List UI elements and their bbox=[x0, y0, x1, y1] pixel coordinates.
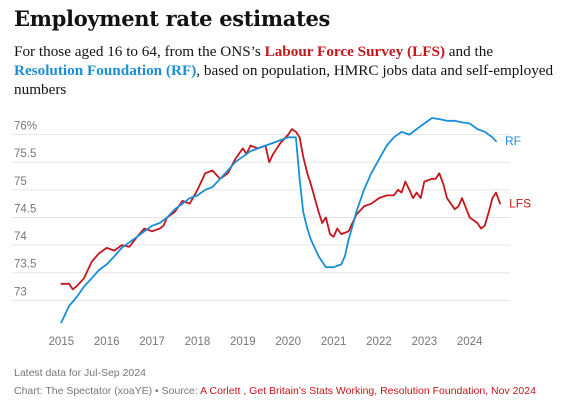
chart-subtitle: For those aged 16 to 64, from the ONS’s … bbox=[14, 42, 554, 99]
chart-credit: Chart: The Spectator (xoaYE) • Source: A… bbox=[14, 385, 536, 397]
x-tick-label: 2020 bbox=[275, 336, 301, 348]
y-tick-label: 76% bbox=[14, 121, 37, 133]
x-tick-label: 2016 bbox=[94, 336, 120, 348]
x-tick-label: 2023 bbox=[412, 336, 438, 348]
subtitle-text-end: , based on population, HMRC jobs data an… bbox=[14, 62, 554, 98]
series-line-lfs bbox=[60, 128, 501, 291]
subtitle-lfs-highlight: Labour Force Survey (LFS) bbox=[264, 43, 445, 60]
y-tick-label: 74 bbox=[14, 231, 27, 243]
y-tick-label: 75 bbox=[14, 176, 27, 188]
subtitle-rf-highlight: Resolution Foundation (RF) bbox=[14, 62, 197, 79]
series-label-rf: RF bbox=[505, 134, 521, 148]
subtitle-text-start: For those aged 16 to 64, from the ONS’s bbox=[14, 43, 265, 60]
x-tick-label: 2021 bbox=[321, 336, 347, 348]
x-tick-label: 2022 bbox=[366, 336, 392, 348]
series-label-lfs: LFS bbox=[509, 197, 531, 211]
subtitle-text-middle: and the bbox=[445, 43, 494, 60]
x-tick-label: 2019 bbox=[230, 336, 256, 348]
data-note: Latest data for Jul-Sep 2024 bbox=[14, 367, 146, 379]
series-line-rf bbox=[60, 117, 497, 324]
x-tick-label: 2015 bbox=[49, 336, 75, 348]
x-tick-label: 2018 bbox=[185, 336, 211, 348]
chart-title: Employment rate estimates bbox=[14, 6, 331, 31]
x-tick-label: 2017 bbox=[139, 336, 165, 348]
source-link[interactable]: A Corlett , Get Britain’s Stats Working,… bbox=[200, 385, 536, 397]
y-tick-label: 74.5 bbox=[14, 203, 36, 215]
y-tick-label: 73.5 bbox=[14, 259, 36, 271]
credit-prefix: Chart: The Spectator (xoaYE) • Source: bbox=[14, 385, 201, 397]
y-tick-label: 75.5 bbox=[14, 148, 36, 160]
x-tick-label: 2024 bbox=[457, 336, 483, 348]
y-tick-label: 73 bbox=[14, 286, 27, 298]
